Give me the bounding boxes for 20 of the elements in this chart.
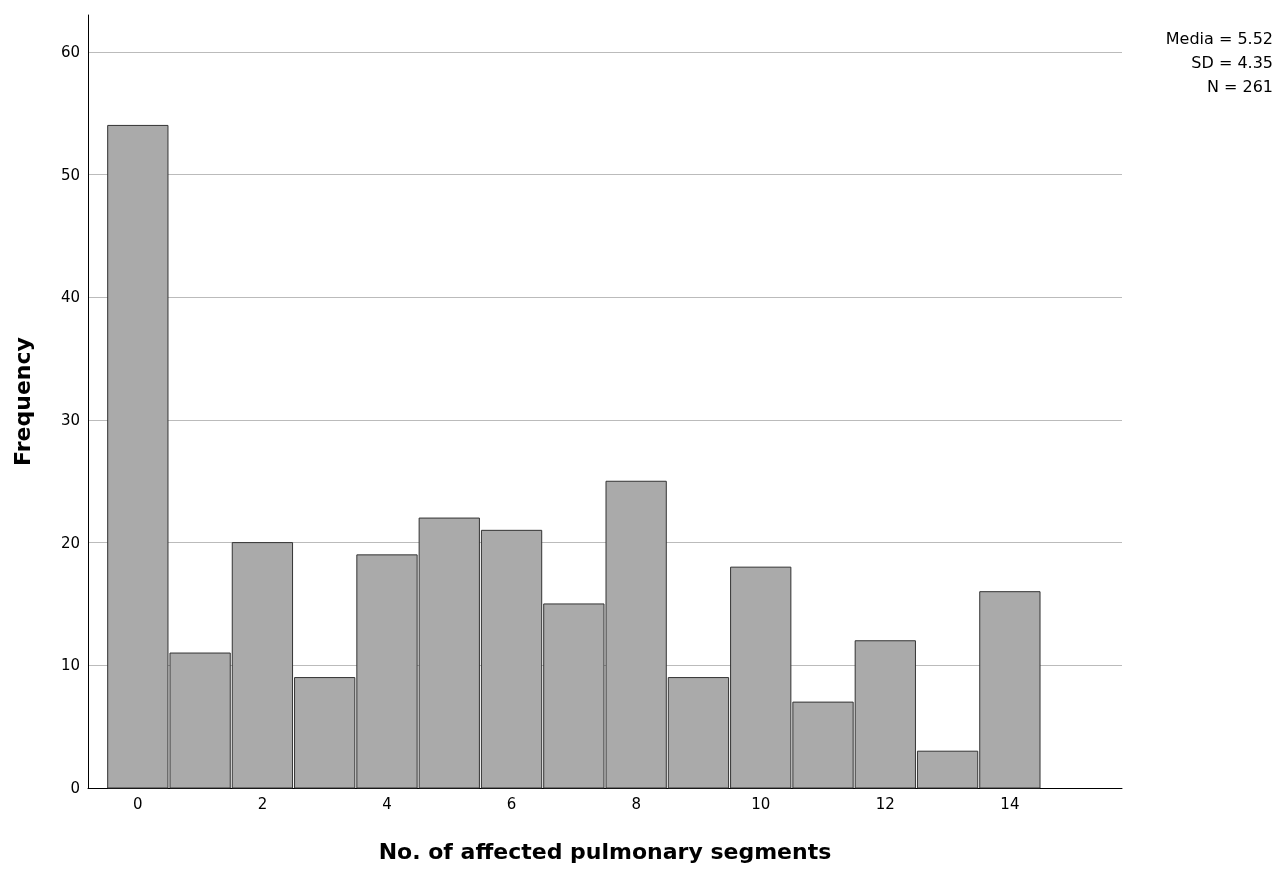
y-axis-title: Frequency: [9, 337, 35, 466]
y-tick-label: 20: [60, 533, 80, 552]
x-tick-label: 14: [1000, 794, 1020, 813]
x-tick-label: 12: [875, 794, 895, 813]
x-tick-label: 8: [631, 794, 641, 813]
y-tick-label: 10: [60, 656, 80, 675]
y-tick-label: 50: [60, 165, 80, 184]
text: Media = 5.52: [1165, 28, 1274, 48]
x-tick-label: 10: [751, 794, 771, 813]
text: SD = 4.35: [1191, 52, 1274, 72]
y-tick-label: 30: [60, 410, 80, 429]
x-tick-label: 2: [257, 794, 268, 813]
y-tick-label: 0: [70, 779, 80, 797]
x-tick-label: 0: [133, 794, 143, 813]
y-tick-label: 40: [60, 288, 80, 307]
x-tick-label: 6: [506, 794, 517, 813]
y-tick-label: 60: [60, 42, 80, 61]
x-tick-label: 4: [382, 794, 392, 813]
text: N = 261: [1206, 76, 1274, 96]
x-axis-title: No. of affected pulmonary segments: [378, 838, 832, 864]
